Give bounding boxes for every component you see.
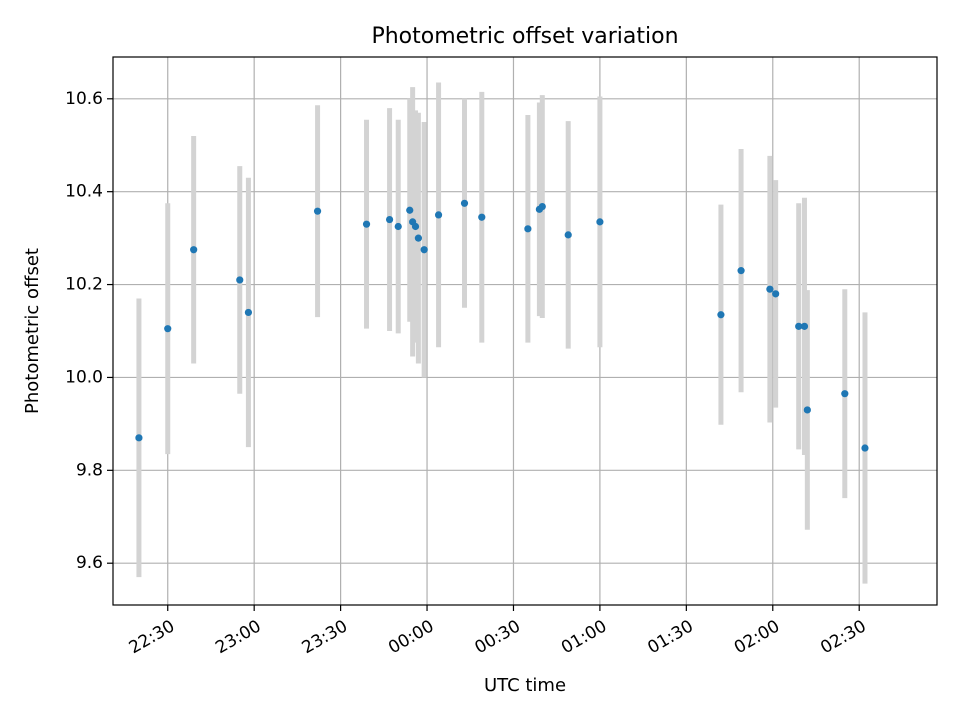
- x-tick-label: 02:30: [817, 616, 869, 658]
- data-point: [772, 290, 780, 298]
- data-point: [414, 234, 422, 242]
- y-tick-label: 10.0: [65, 367, 103, 387]
- data-point: [524, 225, 532, 233]
- data-point: [394, 222, 402, 231]
- data-markers: [135, 199, 869, 452]
- x-tick-label: 23:30: [299, 616, 351, 658]
- data-point: [236, 276, 244, 284]
- x-tick-label: 00:00: [385, 616, 437, 658]
- data-point: [717, 311, 725, 319]
- x-tick-label: 22:30: [126, 616, 178, 658]
- y-axis-ticks: 9.6 9.8 10.0 10.2 10.4 10.6: [65, 89, 113, 573]
- data-point: [478, 213, 486, 221]
- x-tick-label: 01:30: [644, 616, 696, 658]
- data-point: [538, 202, 546, 211]
- data-point: [596, 218, 604, 226]
- plot-background: [113, 57, 937, 605]
- data-point: [434, 211, 443, 219]
- data-point: [841, 390, 849, 398]
- data-point: [737, 267, 745, 275]
- x-tick-label: 00:30: [472, 616, 524, 658]
- y-tick-label: 9.6: [76, 553, 103, 573]
- y-axis-label: Photometric offset: [22, 248, 43, 414]
- y-tick-label: 10.2: [65, 275, 103, 295]
- data-point: [803, 406, 811, 414]
- y-tick-label: 9.8: [76, 460, 103, 480]
- data-point: [795, 322, 803, 330]
- x-axis-label: UTC time: [484, 675, 566, 696]
- data-point: [244, 308, 253, 317]
- x-tick-label: 01:00: [558, 616, 610, 658]
- data-point: [420, 246, 428, 254]
- data-point: [362, 220, 371, 228]
- x-tick-label: 23:00: [212, 616, 264, 658]
- plot-frame: [112, 56, 938, 606]
- chart-title: Photometric offset variation: [371, 24, 678, 49]
- data-point: [564, 231, 572, 239]
- data-point: [800, 322, 809, 330]
- x-axis-ticks: 22:30 23:00 23:30 00:00 00:30 01:00 01:30 02:00…: [126, 605, 870, 658]
- data-point: [460, 199, 469, 207]
- data-point: [313, 207, 322, 215]
- data-point: [385, 215, 394, 224]
- data-point: [766, 285, 774, 293]
- x-tick-label: 02:00: [731, 616, 783, 658]
- data-point: [190, 246, 198, 254]
- data-point: [861, 444, 869, 452]
- y-tick-label: 10.6: [65, 89, 103, 109]
- data-point: [406, 206, 414, 214]
- data-point: [164, 325, 172, 333]
- y-tick-label: 10.4: [65, 182, 103, 202]
- data-point: [135, 434, 143, 442]
- data-point: [411, 222, 420, 231]
